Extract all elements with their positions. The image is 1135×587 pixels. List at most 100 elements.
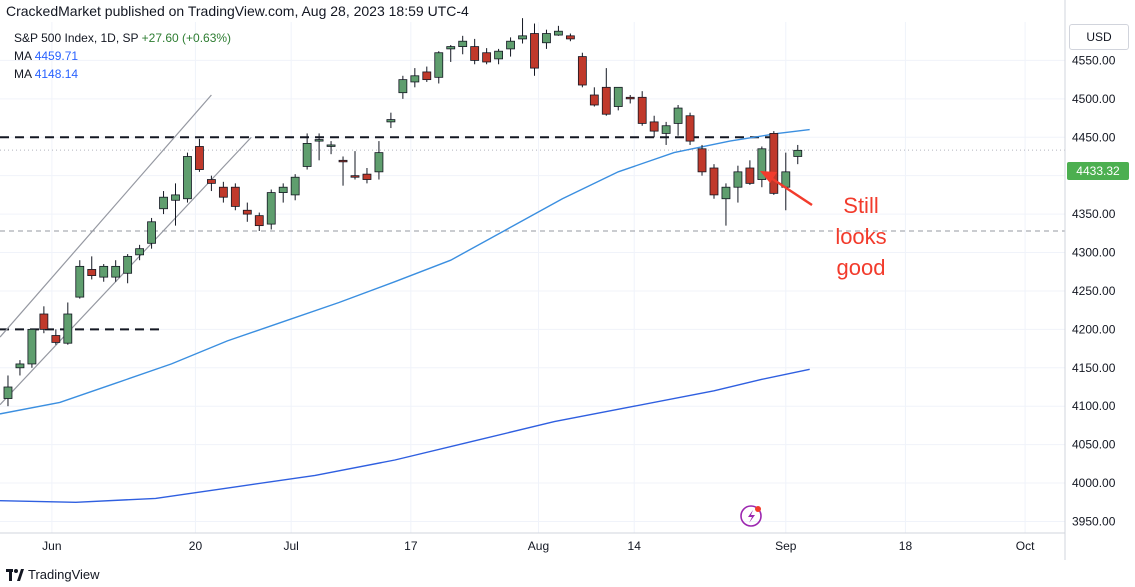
- candle-up: [326, 141, 336, 155]
- y-tick-label: 4500.00: [1072, 92, 1116, 106]
- y-tick-label: 4450.00: [1072, 130, 1116, 144]
- candle-body: [302, 143, 312, 167]
- candle-up: [398, 75, 408, 99]
- candle-down: [218, 181, 228, 203]
- candle-body: [565, 35, 575, 40]
- candle-body: [542, 33, 551, 44]
- legend-ma1-value: 4459.71: [34, 49, 79, 63]
- candle-body: [27, 328, 37, 365]
- candles: [3, 18, 803, 407]
- candle-down: [577, 52, 587, 88]
- candle-down: [589, 87, 599, 107]
- candle-body: [171, 194, 180, 201]
- legend-ma1-label: MA: [14, 49, 32, 63]
- candle-body: [410, 75, 420, 83]
- candle-body: [183, 156, 192, 200]
- candle-body: [530, 33, 539, 69]
- candle-body: [99, 265, 109, 278]
- x-tick-label: 18: [899, 539, 913, 553]
- annotation-line-1: Still: [843, 193, 879, 218]
- candle-body: [649, 121, 659, 132]
- footer: TradingView: [6, 567, 100, 582]
- alert-icon: [740, 505, 762, 527]
- candle-up: [15, 360, 25, 376]
- y-tick-label: 3950.00: [1072, 514, 1116, 528]
- candle-down: [422, 66, 432, 82]
- candle-body: [159, 196, 168, 210]
- candle-body: [757, 148, 767, 180]
- candle-up: [123, 254, 133, 284]
- trend-channel: [0, 94, 252, 406]
- candle-body: [218, 186, 228, 198]
- y-tick-label: 4100.00: [1072, 399, 1116, 413]
- candle-down: [697, 144, 707, 176]
- candle-down: [51, 329, 61, 345]
- candle-body: [685, 115, 695, 142]
- candle-down: [637, 91, 647, 126]
- candle-body: [494, 50, 503, 60]
- legend-symbol: S&P 500 Index, 1D, SP: [14, 31, 139, 45]
- y-tick-label: 4150.00: [1072, 361, 1116, 375]
- axes: 3950.00 4000.00 4050.00 4100.00 4150.00 4200.…: [0, 0, 1116, 560]
- x-tick-label: Jun: [42, 539, 61, 553]
- candle-down: [338, 156, 348, 186]
- candle-down: [254, 212, 264, 232]
- candle-up: [302, 133, 312, 170]
- legend-change: +27.60 (+0.63%): [141, 31, 232, 45]
- annotation-line-3: good: [836, 255, 886, 280]
- candle-body: [470, 46, 480, 61]
- candle-up: [434, 51, 444, 84]
- candle-body: [661, 125, 671, 134]
- candle-body: [482, 52, 492, 63]
- y-tick-label: 4200.00: [1072, 322, 1116, 336]
- candle-body: [374, 152, 384, 173]
- annotation-arrow-head: [760, 171, 777, 183]
- candle-body: [554, 30, 563, 36]
- candle-down: [362, 168, 372, 184]
- currency-button[interactable]: USD: [1069, 24, 1129, 50]
- candle-body: [147, 221, 156, 244]
- legend-ma2-label: MA: [14, 67, 32, 81]
- candle-body: [518, 35, 527, 40]
- ma-slow-line: [0, 368, 810, 504]
- published-line: CrackedMarket published on TradingView.c…: [6, 3, 469, 19]
- candle-body: [446, 46, 456, 50]
- candle-up: [290, 174, 300, 201]
- candle-down: [195, 138, 204, 172]
- x-tick-label: 20: [189, 539, 203, 553]
- candle-up: [386, 112, 396, 129]
- candle-body: [75, 265, 85, 298]
- x-tick-label: Oct: [1016, 539, 1035, 553]
- candle-body: [111, 265, 121, 278]
- legend-ma2-row: MA 4148.14: [14, 67, 78, 81]
- candle-body: [39, 313, 49, 330]
- candle-down: [350, 151, 360, 180]
- candle-body: [673, 107, 683, 124]
- candle-up: [542, 29, 551, 49]
- y-tick-label: 4350.00: [1072, 207, 1116, 221]
- moving-averages: [0, 128, 810, 504]
- candle-up: [314, 133, 324, 161]
- candle-body: [135, 248, 145, 256]
- candle-down: [625, 95, 635, 104]
- candle-down: [242, 202, 252, 222]
- candle-body: [3, 386, 13, 399]
- x-tick-label: Jul: [284, 539, 299, 553]
- candle-body: [362, 173, 372, 180]
- candle-up: [733, 165, 743, 203]
- candle-up: [410, 68, 420, 88]
- candle-up: [506, 37, 515, 57]
- candle-body: [123, 255, 133, 274]
- candle-body: [386, 119, 396, 123]
- y-tick-label: 4550.00: [1072, 53, 1116, 67]
- candle-up: [75, 260, 85, 299]
- candle-down: [649, 115, 659, 138]
- candle-body: [745, 167, 755, 184]
- candle-body: [63, 313, 73, 344]
- tradingview-logo-icon: [6, 568, 24, 581]
- y-tick-label: 4300.00: [1072, 246, 1116, 260]
- candle-body: [769, 133, 779, 194]
- footer-brand: TradingView: [28, 567, 100, 582]
- candle-up: [266, 189, 276, 230]
